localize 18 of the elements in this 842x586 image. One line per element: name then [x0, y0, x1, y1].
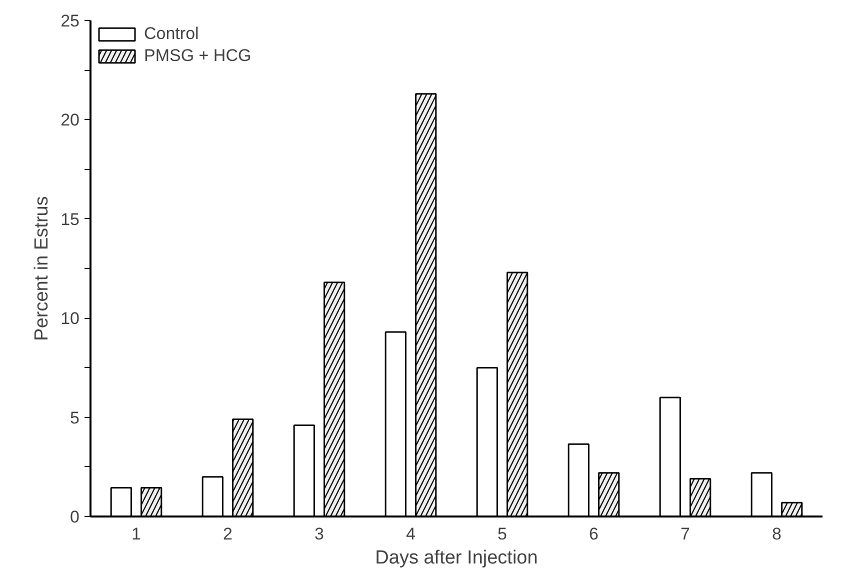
y-tick-label: 10	[60, 309, 80, 328]
x-tick-label: 4	[406, 524, 416, 544]
x-tick-label: 7	[680, 524, 690, 544]
y-tick-label: 0	[70, 508, 80, 526]
x-tick-label: 2	[223, 524, 232, 544]
x-tick-label: 1	[132, 524, 141, 544]
x-tick-label: 3	[314, 524, 324, 544]
x-axis-title: Days after Injection	[375, 548, 538, 568]
legend-label: PMSG + HCG	[144, 46, 252, 66]
x-tick-label: 8	[772, 524, 782, 544]
y-tick-label: 20	[60, 110, 80, 130]
x-tick-label: 5	[498, 524, 507, 544]
x-tick-label: 6	[589, 524, 598, 544]
y-axis-title: Percent in Estrus	[32, 196, 53, 341]
y-tick-label: 25	[60, 12, 80, 30]
y-tick-label: 5	[70, 408, 80, 428]
legend-label: Control	[144, 24, 199, 44]
y-tick-label: 15	[60, 210, 80, 229]
